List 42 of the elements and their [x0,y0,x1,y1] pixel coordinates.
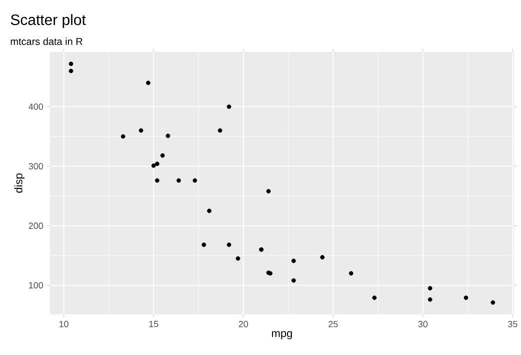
x-tick-label: 20 [238,320,248,328]
y-tick-label: 200 [28,222,44,229]
point [146,80,150,85]
x-tick-label: 30 [418,320,428,328]
point [120,134,126,138]
point [218,128,222,133]
point [428,286,432,290]
point [236,256,240,261]
point [176,178,181,183]
point [291,258,296,263]
point [207,208,212,213]
point [138,128,144,133]
point [490,300,496,305]
point [226,242,232,247]
point [291,278,296,283]
point [202,242,206,247]
y-axis-title: disp [14,173,25,193]
point [266,188,271,194]
x-tick-label: 25 [328,320,338,328]
point [166,134,170,138]
point [348,271,354,276]
point [428,297,432,302]
x-tick-label: 10 [60,320,68,328]
chart-title: Scatter plot [10,14,86,28]
x-tick-label: 15 [149,320,158,328]
chart-subtitle: mtcars data in R [10,38,82,45]
point [151,163,156,168]
x-tick-label: 35 [508,320,518,328]
point [226,104,232,109]
point [68,61,74,66]
y-tick-label: 100 [29,282,44,288]
point [464,295,468,300]
x-axis-title: mpg [272,330,292,340]
point [154,178,160,183]
point [372,295,377,300]
point [154,161,160,166]
point [320,254,325,260]
y-tick-label: 300 [28,162,44,170]
point [68,68,74,74]
point [160,153,165,158]
y-tick-label: 400 [28,103,44,110]
point [192,178,198,183]
